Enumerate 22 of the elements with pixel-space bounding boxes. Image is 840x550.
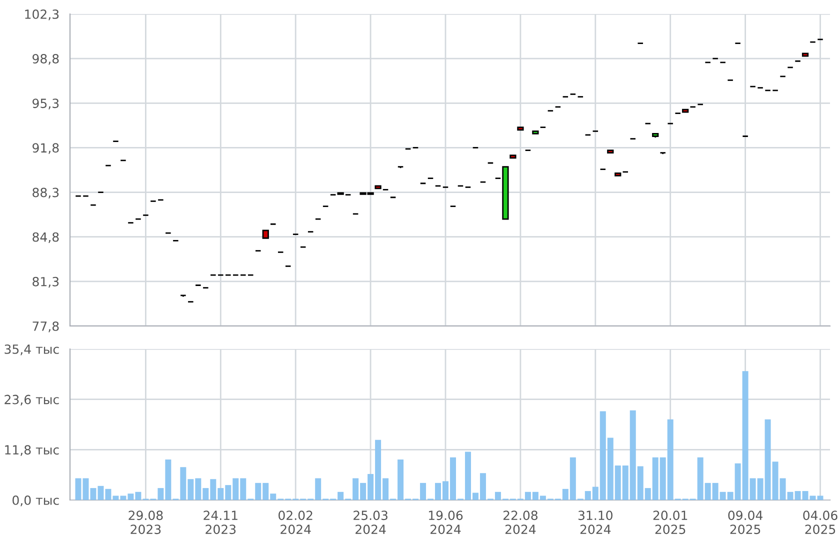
y-tick-label: 95,3 [32,98,59,110]
x-tick-label: 22.08 2024 [503,510,538,534]
y-tick-label: 77,8 [32,321,59,332]
y-tick-label: 81,3 [32,276,59,288]
y-tick-label: 102,3 [25,9,59,20]
y-tick-label: 35,4 тыс [4,344,59,356]
y-tick-label: 91,8 [32,143,59,154]
x-tick-label: 29.08 2023 [128,510,163,534]
y-tick-label: 11,8 тыс [5,445,59,456]
y-tick-label: 0,0 тыс [12,495,59,506]
y-tick-label: 98,8 [32,54,59,65]
y-tick-label: 84,8 [32,232,59,244]
y-tick-label: 23,6 тыс [4,394,59,406]
x-tick-label: 25.03 2024 [354,510,388,534]
x-tick-label: 19.06 2024 [428,510,463,534]
x-tick-label: 31.10 2024 [578,510,612,534]
x-tick-label: 24.11 2023 [204,510,238,534]
x-tick-label: 09.04 2025 [728,510,762,534]
x-tick-label: 20.01 2025 [653,510,688,534]
x-tick-label: 02.02 2024 [278,510,312,534]
x-tick-label: 04.06 2025 [803,510,838,534]
y-tick-label: 88,3 [32,188,59,198]
